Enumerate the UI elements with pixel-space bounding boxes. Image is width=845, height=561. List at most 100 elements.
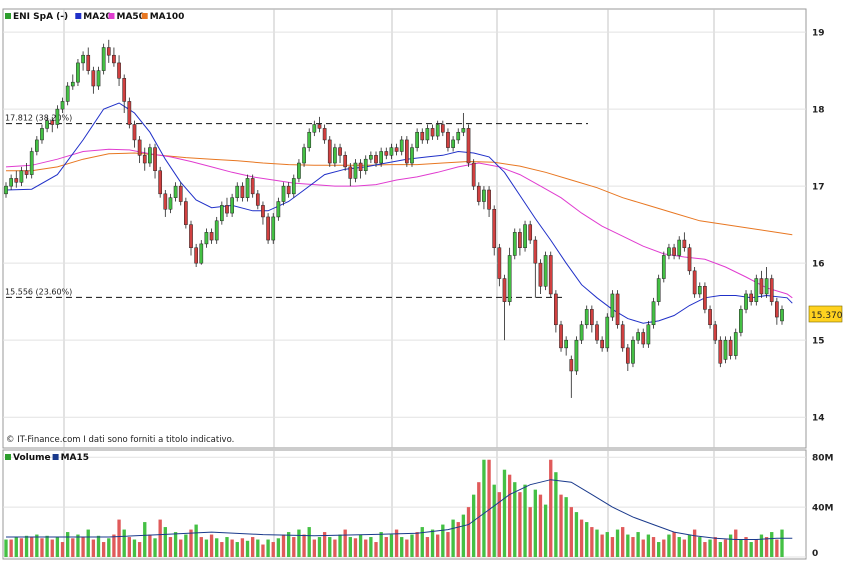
volume-bar [91,539,96,557]
volume-bar [101,542,106,557]
price-tick-label: 17 [812,183,825,193]
legend-label: MA100 [150,12,185,22]
candle [363,155,368,175]
candle [60,97,65,113]
candle [656,274,661,306]
volume-bar [682,539,687,557]
volume-bar [564,497,568,557]
volume-bar [471,494,476,557]
candle [65,82,70,106]
volume-bar [30,537,34,557]
candle-body [667,247,671,256]
volume-bar [569,507,573,557]
candle [327,136,332,167]
candle-body [291,178,296,195]
volume-bar [538,494,543,557]
candle-body [153,147,157,171]
candle-body [209,232,214,241]
candle [307,128,312,152]
candle [142,147,147,171]
candle-body [703,286,707,310]
volume-bar [50,539,54,557]
candle-body [358,162,363,171]
candle-body [641,332,646,345]
legend-swatch [5,13,11,19]
volume-bar [230,539,234,557]
volume-bar [533,489,537,557]
candle-body [112,54,116,64]
candle [446,128,450,152]
candle-body [625,347,630,364]
candle-body [523,224,527,249]
candle [394,143,399,156]
volume-bar [96,535,101,557]
volume-bar [394,529,399,557]
candle [271,213,276,244]
candle [754,274,759,306]
candle [132,120,137,148]
candle [4,182,8,198]
candle [96,66,101,90]
candle [194,243,198,268]
candle [574,336,579,375]
volume-tick-label: 0 [812,549,818,559]
candle-body [672,247,676,256]
volume-bar [579,519,584,557]
volume-bar [703,542,707,557]
candle [749,290,754,306]
volume-bar [446,532,450,557]
candle-body [19,170,24,183]
candle [502,274,507,341]
price-legend: ENI SpA (-) MA20 MA50 MA100 [5,12,184,22]
volume-bar [132,539,137,557]
legend-label: MA50 [117,12,145,22]
last-price-badge [808,305,843,323]
candle-body [230,197,234,214]
candle-body [338,147,342,156]
fib-lines: 17.812 (38.20%) 15.556 (23.60%) [5,114,588,298]
volume-bar [651,537,656,557]
candle-body [461,128,466,133]
candle-body [297,162,301,179]
candle-body [543,255,548,287]
candle-body [106,47,111,56]
candle [425,124,430,144]
volume-bar [656,542,661,557]
candle-body [173,185,178,198]
volume-bar [358,534,363,557]
candle-body [81,54,85,64]
candle-body [219,205,224,222]
candle [579,320,584,345]
volume-bar [723,539,728,557]
volume-bar [595,529,599,557]
volume-panel: Volume MA15 80M 40M 0 [2,449,834,560]
candle [440,120,445,137]
volume-bar [204,539,209,557]
candle-body [559,324,563,349]
candle [255,189,260,210]
candle [584,305,589,329]
volume-panel-frame [2,449,807,560]
volume-bar [554,472,558,557]
candle-body [595,324,599,341]
candle-body [569,359,574,372]
candle-body [605,316,610,349]
volume-bar [220,542,224,557]
candle [512,228,517,260]
volume-bar [466,507,471,557]
candle [9,174,13,190]
volume-bar [430,529,435,557]
candle-body [754,278,759,302]
volume-bar [86,529,90,557]
candle [34,136,39,156]
candle-body [646,324,651,345]
price-panel: 17.812 (38.20%) 15.556 (23.60%) ENI SpA (… [2,8,843,449]
volume-tick-label: 40M [812,504,834,514]
last-price-label: 15.370 [811,311,843,321]
volume-bar [117,519,121,557]
volume-bar [143,522,147,557]
candle-body [528,224,533,241]
candle-body [127,101,132,125]
candle [528,220,533,244]
candle [122,74,127,113]
